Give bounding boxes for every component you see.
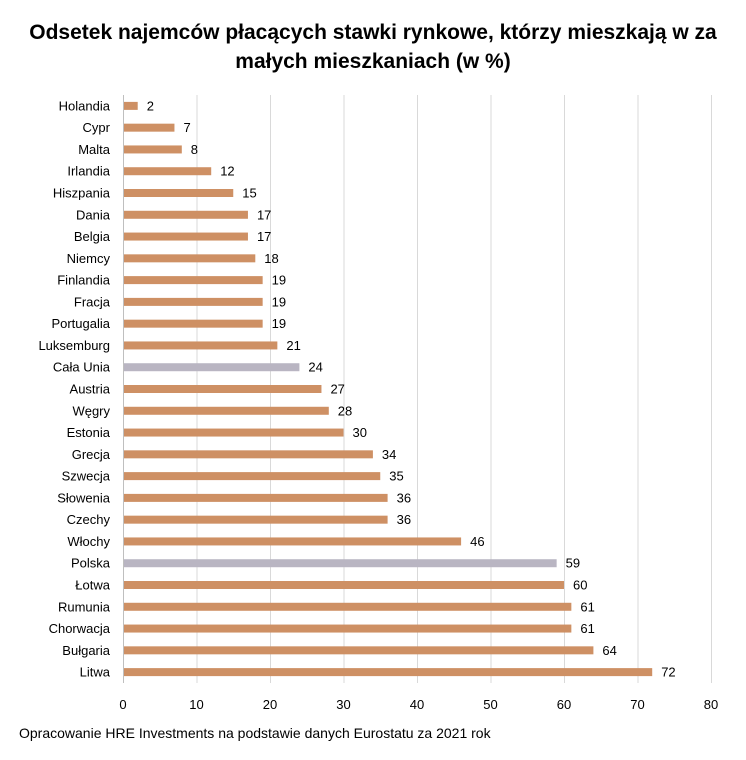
data-label: 21 <box>286 338 300 353</box>
bar <box>124 472 381 481</box>
category-label: Niemcy <box>67 251 111 266</box>
bar <box>124 319 263 328</box>
data-label: 46 <box>470 534 484 549</box>
x-tick-label: 80 <box>704 697 718 712</box>
data-label: 2 <box>147 98 154 113</box>
data-label: 36 <box>397 490 411 505</box>
category-label: Irlandia <box>67 164 110 179</box>
category-label: Cała Unia <box>53 360 111 375</box>
category-label: Szwecja <box>62 469 111 484</box>
bar <box>124 145 182 154</box>
bar <box>124 581 564 589</box>
data-label: 8 <box>191 142 198 157</box>
x-tick-label: 10 <box>189 697 203 712</box>
category-label: Czechy <box>67 512 111 527</box>
bar <box>124 341 278 350</box>
category-label: Luksemburg <box>38 338 110 353</box>
category-label: Estonia <box>67 425 111 440</box>
data-label: 30 <box>353 425 367 440</box>
category-label: Finlandia <box>57 273 111 288</box>
data-label: 12 <box>220 164 234 179</box>
category-label: Rumunia <box>58 599 111 614</box>
bar <box>124 406 329 415</box>
data-label: 60 <box>573 578 587 593</box>
category-label: Grecja <box>72 447 111 462</box>
category-label: Słowenia <box>57 490 111 505</box>
category-label: Dania <box>76 207 111 222</box>
bar <box>124 254 256 263</box>
bar <box>124 624 572 633</box>
chart-title: Odsetek najemców płacących stawki rynkow… <box>0 18 746 76</box>
bar <box>124 385 322 393</box>
bar <box>124 189 234 197</box>
data-label: 72 <box>661 665 675 680</box>
category-label: Bułgaria <box>62 643 110 658</box>
data-label: 17 <box>257 207 271 222</box>
bar <box>124 101 138 110</box>
x-tick-label: 30 <box>336 697 350 712</box>
chart-title-line-1: Odsetek najemców płacących stawki rynkow… <box>29 21 717 44</box>
data-label: 61 <box>580 621 594 636</box>
bar <box>124 232 248 241</box>
data-label: 19 <box>272 294 286 309</box>
data-label: 61 <box>580 599 594 614</box>
category-label: Portugalia <box>51 316 110 331</box>
data-label: 27 <box>330 382 344 397</box>
category-label: Łotwa <box>75 578 110 593</box>
category-label: Litwa <box>80 665 111 680</box>
category-label: Cypr <box>83 120 111 135</box>
bar <box>124 515 388 524</box>
bar <box>124 450 373 459</box>
bar <box>124 602 572 611</box>
bar <box>124 559 557 568</box>
category-label: Polska <box>71 556 111 571</box>
category-label: Hiszpania <box>53 186 111 201</box>
data-label: 24 <box>308 360 322 375</box>
x-tick-label: 60 <box>557 697 571 712</box>
bar <box>124 276 263 285</box>
data-label: 18 <box>264 251 278 266</box>
bar <box>124 668 653 677</box>
category-label: Włochy <box>67 534 110 549</box>
x-tick-label: 50 <box>483 697 497 712</box>
chart-title-line-2: małych mieszkaniach (w %) <box>235 50 511 73</box>
data-label: 19 <box>272 273 286 288</box>
bar <box>124 363 300 372</box>
bar <box>124 167 212 176</box>
bar <box>124 428 344 437</box>
x-tick-label: 0 <box>119 697 126 712</box>
category-label: Chorwacja <box>49 621 111 636</box>
data-label: 59 <box>566 556 580 571</box>
data-label: 7 <box>183 120 190 135</box>
data-label: 19 <box>272 316 286 331</box>
bar <box>124 493 388 502</box>
x-tick-label: 20 <box>263 697 277 712</box>
data-label: 17 <box>257 229 271 244</box>
data-label: 15 <box>242 186 256 201</box>
category-label: Fracja <box>74 294 111 309</box>
source-note: Opracowanie HRE Investments na podstawie… <box>19 725 491 741</box>
x-tick-label: 70 <box>630 697 644 712</box>
bar <box>124 537 462 546</box>
category-label: Austria <box>70 382 111 397</box>
category-label: Węgry <box>72 403 110 418</box>
data-label: 64 <box>602 643 616 658</box>
bar <box>124 123 175 132</box>
data-label: 35 <box>389 469 403 484</box>
data-label: 36 <box>397 512 411 527</box>
bar <box>124 297 263 306</box>
bar <box>124 646 594 655</box>
category-label: Belgia <box>74 229 111 244</box>
bar <box>124 210 248 219</box>
category-label: Holandia <box>59 98 111 113</box>
x-tick-label: 40 <box>410 697 424 712</box>
data-label: 34 <box>382 447 396 462</box>
category-label: Malta <box>78 142 111 157</box>
data-label: 28 <box>338 403 352 418</box>
